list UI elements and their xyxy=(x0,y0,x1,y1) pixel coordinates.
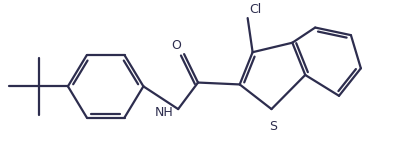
Text: NH: NH xyxy=(155,106,173,119)
Text: S: S xyxy=(270,120,278,134)
Text: O: O xyxy=(171,39,181,52)
Text: Cl: Cl xyxy=(250,3,262,16)
